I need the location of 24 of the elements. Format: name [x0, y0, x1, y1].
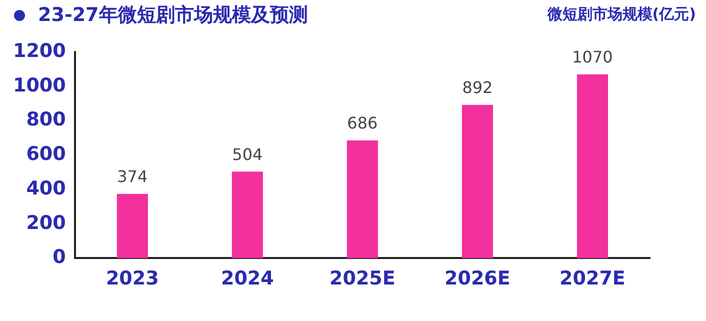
- data-label: 686: [347, 113, 378, 132]
- bar: [576, 74, 608, 258]
- chart-title: 23-27年微短剧市场规模及预测: [38, 3, 308, 28]
- y-tick-label: 200: [26, 212, 66, 234]
- bar: [462, 104, 493, 258]
- y-tick-label: 1000: [12, 74, 66, 96]
- x-tick-label: 2024: [220, 268, 274, 290]
- x-tick-label: 2027E: [560, 268, 626, 290]
- bar: [346, 140, 378, 258]
- data-label: 1070: [572, 47, 613, 66]
- bar: [232, 172, 263, 258]
- x-tick-label: 2025E: [330, 268, 396, 290]
- y-tick-label: 1200: [12, 40, 66, 62]
- data-label: 374: [117, 167, 148, 186]
- y-tick-label: 400: [26, 177, 66, 200]
- data-label: 892: [462, 78, 493, 98]
- bar: [116, 194, 148, 258]
- y-tick-label: 800: [26, 108, 66, 131]
- y-tick-label: 600: [26, 143, 66, 166]
- data-label: 504: [232, 144, 263, 164]
- y-tick-label: 0: [52, 246, 66, 268]
- x-tick-label: 2026E: [444, 268, 510, 290]
- x-tick-label: 2023: [106, 268, 159, 290]
- y-axis-title: 微短剧市场规模(亿元): [547, 5, 696, 24]
